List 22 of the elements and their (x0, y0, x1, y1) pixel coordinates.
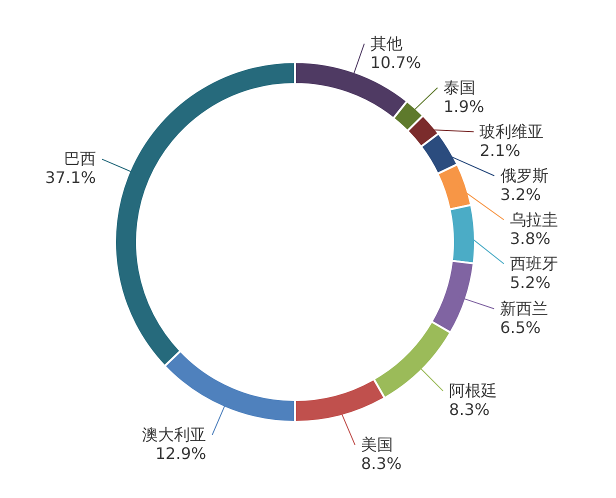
data-label: 3.2% (500, 184, 541, 204)
slice-label: 新西兰 (500, 298, 548, 318)
data-label: 6.5% (500, 318, 541, 337)
data-label: 12.9% (155, 444, 206, 463)
data-label: 2.1% (480, 140, 520, 160)
data-label: 1.9% (444, 96, 484, 116)
slice-label: 其他 (370, 34, 402, 53)
slice-label: 澳大利亚 (142, 424, 206, 444)
data-label: 10.7% (370, 52, 422, 72)
data-label: 3.8% (510, 228, 550, 248)
data-label: 8.3% (449, 400, 490, 419)
data-label: 37.1% (45, 168, 96, 188)
slice-label: 阿根廷 (449, 380, 498, 400)
slice-label: 玻利维亚 (480, 122, 544, 141)
slice-label: 泰国 (444, 78, 476, 97)
slice-label: 乌拉圭 (510, 210, 558, 229)
data-label: 5.2% (510, 272, 551, 292)
slice-label: 美国 (361, 434, 393, 454)
slice-label: 巴西 (64, 149, 96, 168)
data-label: 8.3% (361, 454, 402, 473)
slice-label: 西班牙 (510, 254, 558, 273)
slice-label: 俄罗斯 (500, 166, 548, 185)
